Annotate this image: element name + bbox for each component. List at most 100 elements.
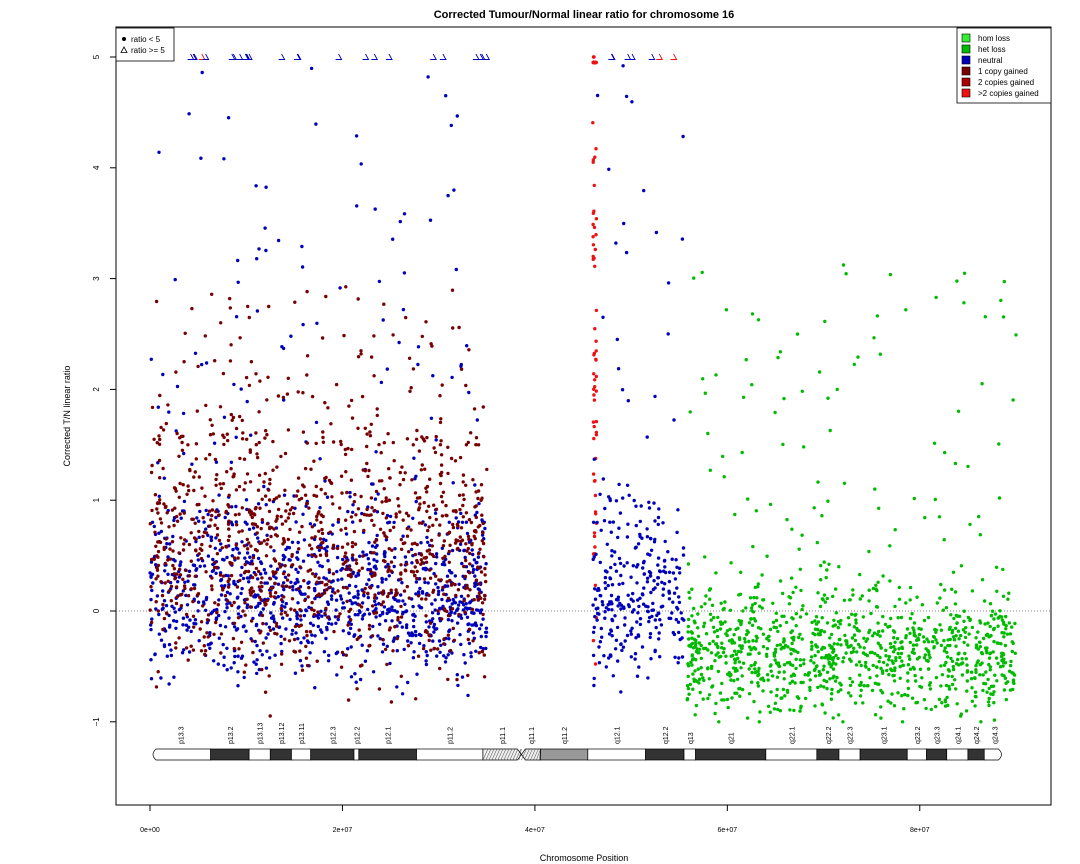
data-point	[275, 534, 279, 538]
data-point	[209, 518, 213, 522]
data-point	[387, 547, 391, 551]
data-point	[592, 55, 596, 59]
data-point	[225, 602, 229, 606]
data-point	[400, 465, 404, 469]
data-point	[322, 537, 326, 541]
data-point	[158, 517, 163, 521]
data-point	[236, 556, 240, 560]
data-point	[438, 472, 442, 476]
data-point	[455, 522, 460, 527]
data-point	[687, 637, 691, 641]
data-point	[962, 271, 967, 275]
data-point	[657, 507, 661, 511]
data-point	[847, 691, 851, 695]
data-point	[169, 653, 174, 658]
data-point	[661, 521, 665, 525]
data-point	[631, 591, 635, 596]
data-point	[969, 670, 974, 674]
data-point	[425, 490, 429, 494]
data-point	[315, 580, 319, 584]
data-point	[920, 676, 924, 680]
data-point	[702, 678, 706, 683]
data-point	[345, 490, 349, 495]
data-point	[380, 576, 384, 581]
data-point	[600, 600, 604, 604]
data-point	[653, 586, 657, 590]
data-point	[312, 612, 316, 617]
data-point	[650, 608, 654, 612]
data-point	[751, 544, 755, 549]
data-point	[674, 617, 678, 622]
data-point	[686, 630, 690, 634]
data-point	[735, 677, 740, 681]
data-point	[911, 647, 916, 651]
data-point	[280, 584, 284, 588]
data-point	[726, 672, 730, 676]
data-point	[382, 531, 386, 535]
data-point	[464, 383, 468, 388]
data-point	[836, 690, 840, 694]
data-point	[1010, 640, 1014, 644]
data-point	[153, 652, 157, 656]
data-point	[285, 392, 290, 396]
data-point	[453, 601, 458, 605]
data-point	[298, 614, 303, 618]
data-point	[362, 528, 366, 533]
data-point	[340, 491, 344, 495]
data-point	[240, 586, 244, 591]
data-point	[625, 633, 630, 638]
data-point	[980, 652, 985, 656]
data-point	[324, 636, 328, 641]
data-point	[856, 355, 860, 359]
data-point	[258, 649, 262, 653]
data-point	[267, 488, 271, 492]
data-point	[388, 661, 392, 666]
data-point	[623, 616, 627, 620]
band-q12-1: q12.1	[587, 726, 646, 761]
data-point	[899, 651, 904, 656]
data-point	[296, 557, 300, 561]
data-point	[245, 537, 249, 542]
data-point	[733, 669, 738, 673]
data-point	[891, 650, 896, 654]
data-point	[223, 609, 227, 614]
data-point	[833, 587, 838, 591]
data-point	[937, 697, 942, 702]
data-point	[226, 522, 231, 526]
data-point	[904, 636, 908, 640]
data-point	[213, 560, 217, 564]
data-point	[233, 654, 237, 659]
data-point	[867, 549, 871, 554]
data-point	[453, 574, 457, 578]
color-legend-label: neutral	[978, 56, 1003, 65]
data-point	[318, 537, 323, 541]
data-point	[875, 665, 879, 669]
data-point	[307, 506, 311, 510]
data-point	[163, 569, 167, 573]
band-label: p11.2	[448, 727, 455, 744]
data-point	[822, 560, 826, 564]
data-point	[461, 515, 465, 519]
data-point	[258, 379, 262, 383]
data-point	[353, 613, 357, 617]
data-point	[409, 528, 413, 532]
data-point	[281, 581, 286, 585]
data-point	[285, 545, 290, 550]
data-point	[434, 574, 438, 578]
data-point	[171, 557, 176, 562]
data-point	[226, 538, 231, 543]
data-point	[814, 665, 819, 669]
data-point	[174, 641, 178, 645]
data-point	[677, 630, 681, 635]
data-point	[782, 677, 786, 681]
data-point	[390, 619, 394, 623]
data-point	[968, 522, 972, 527]
data-point	[327, 570, 332, 574]
data-point	[268, 482, 272, 486]
capped-point	[243, 53, 250, 60]
data-point	[345, 599, 349, 603]
data-point	[935, 601, 939, 605]
data-point	[595, 618, 599, 622]
data-point	[1013, 621, 1017, 626]
data-point	[388, 514, 393, 519]
